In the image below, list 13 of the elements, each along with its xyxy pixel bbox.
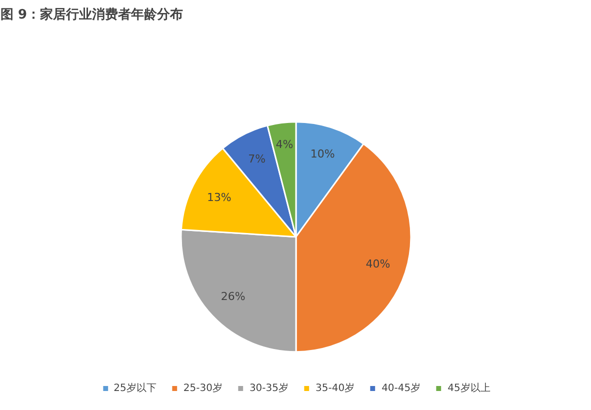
legend-label: 25岁以下 <box>114 382 156 395</box>
data-label: 4% <box>276 138 294 152</box>
legend-label: 25-30岁 <box>183 382 222 395</box>
legend-label: 45岁以上 <box>448 382 490 395</box>
legend-label: 30-35岁 <box>249 382 288 395</box>
data-label: 40% <box>366 257 390 270</box>
legend-label: 35-40岁 <box>316 382 355 395</box>
data-label: 7% <box>248 152 266 166</box>
legend-label: 40-45岁 <box>382 382 421 395</box>
data-label: 26% <box>220 290 246 304</box>
data-label: 10% <box>310 147 335 160</box>
chart-title: 图 9：家居行业消费者年龄分布 <box>0 6 184 22</box>
data-label: 13% <box>206 190 232 204</box>
